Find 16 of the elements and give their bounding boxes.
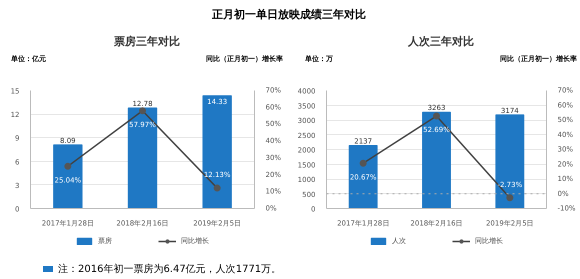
text: 注：2016年初一票房为6.47亿元，人次1771万。 [57, 263, 282, 277]
bar [348, 144, 378, 208]
point [139, 107, 146, 114]
bar [128, 107, 158, 208]
chart-title: 票房三年对比 [113, 34, 181, 50]
bar [495, 114, 524, 208]
bar [202, 95, 232, 208]
point [506, 194, 514, 202]
text: 正月初一单日放映成绩三年对比 [212, 7, 366, 23]
point [64, 162, 72, 170]
bar [53, 144, 83, 208]
point [433, 112, 440, 120]
chart-title: 人次三年对比 [407, 34, 475, 50]
point [214, 184, 221, 192]
bar [422, 112, 451, 208]
point [360, 160, 367, 167]
